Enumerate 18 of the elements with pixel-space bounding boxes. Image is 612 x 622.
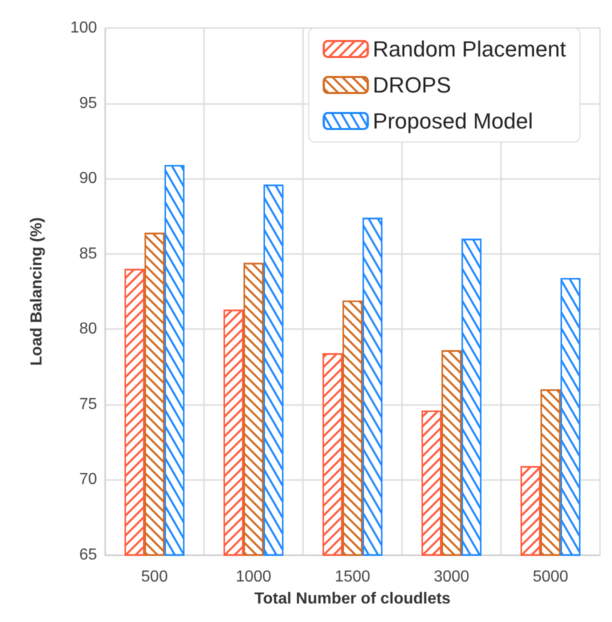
legend-label: Random Placement (372, 36, 566, 62)
x-tick-label: 500 (141, 568, 168, 586)
x-tick-label: 1000 (236, 568, 272, 586)
x-tick-label: 1500 (334, 568, 370, 586)
y-tick-label: 100 (70, 20, 98, 36)
y-tick-label: 90 (79, 170, 98, 188)
legend-label: Proposed Model (372, 108, 534, 134)
x-tick-label: 5000 (532, 568, 568, 586)
y-tick-label: 75 (79, 396, 98, 413)
legend-label: DROPS (372, 72, 452, 98)
y-axis-title: Load Balancing (%) (28, 217, 46, 366)
y-tick-label: 70 (79, 471, 98, 488)
y-tick-label: 65 (79, 546, 98, 564)
x-tick-label: 3000 (434, 568, 470, 586)
y-tick-label: 80 (79, 320, 98, 338)
y-tick-label: 95 (79, 94, 98, 112)
y-tick-label: 85 (79, 245, 98, 262)
x-axis-title: Total Number of cloudlets (254, 590, 451, 608)
